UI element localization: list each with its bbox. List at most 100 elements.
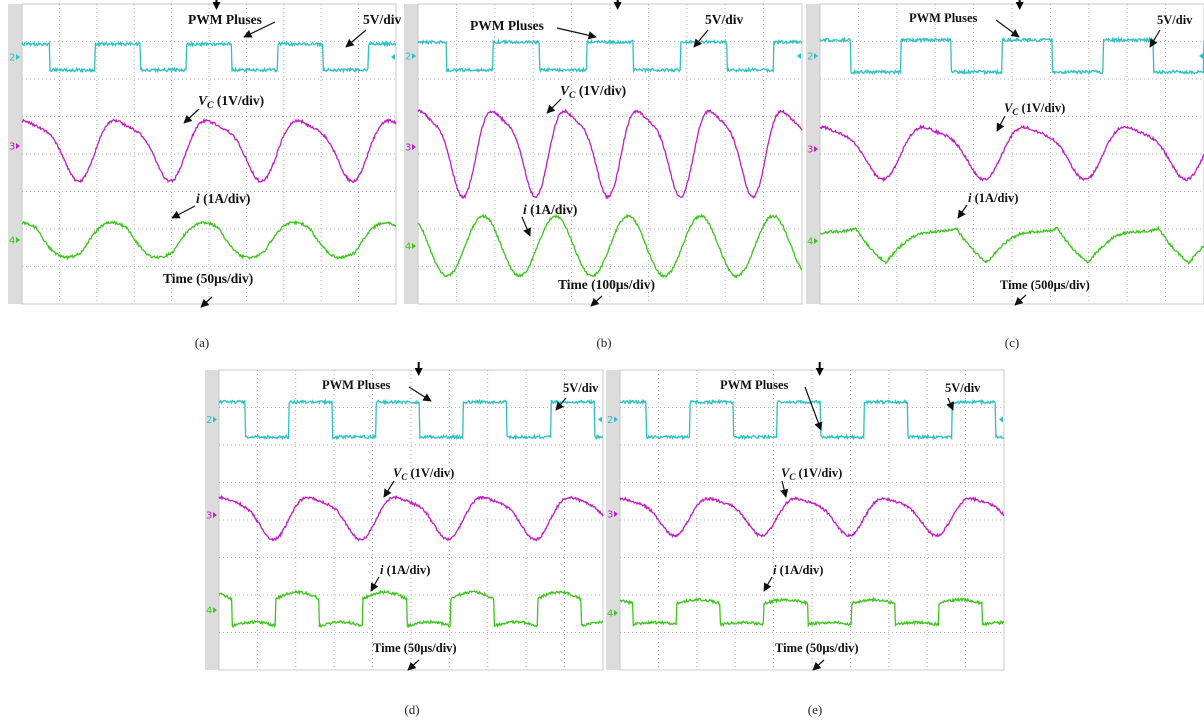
current-scale: (1A/div) (527, 202, 578, 217)
current-trace (417, 213, 803, 279)
scope-bezel (205, 370, 219, 670)
channel-marker-4: 4 (405, 242, 416, 253)
channel-number: 4 (405, 242, 411, 253)
pwm-label: PWM Pluses (188, 12, 262, 27)
channel-marker-2: 2 (807, 52, 818, 63)
vc-arrow (383, 480, 395, 498)
vc-label: VC (1V/div) (393, 466, 454, 482)
pwm-arrow (408, 386, 432, 402)
channel-marker-3: 3 (9, 142, 20, 153)
vc-variable: V (198, 93, 208, 108)
pwm-trace (21, 40, 397, 74)
current-variable: i (196, 191, 200, 206)
channel-marker-4: 4 (807, 237, 818, 248)
channel-marker-2: 2 (405, 52, 416, 63)
current-label: i (1A/div) (773, 563, 823, 577)
channel-number: 3 (807, 145, 813, 156)
current-label: i (1A/div) (968, 191, 1018, 205)
time-arrow (590, 295, 603, 307)
channel-marker-3: 3 (206, 511, 217, 522)
pwm-scale-arrow (345, 29, 367, 48)
scope-grid (418, 4, 802, 304)
vc-variable: V (393, 466, 403, 480)
scope-grid (820, 4, 1204, 304)
pwm-scale-arrow (555, 397, 567, 411)
vc-trace (21, 117, 397, 184)
vc-scale: (1V/div) (795, 466, 842, 480)
scope-bezel (606, 370, 620, 670)
pwm-arrow (995, 19, 1020, 38)
current-trace (819, 225, 1204, 265)
pwm-scale-label: 5V/div (363, 12, 402, 27)
channel-marker-2: 2 (9, 53, 20, 64)
channel-arrow-icon (16, 54, 20, 60)
vc-scale: (1V/div) (214, 93, 265, 108)
vc-scale: (1V/div) (407, 466, 454, 480)
channel-number: 2 (206, 415, 212, 426)
current-arrow (763, 576, 773, 592)
vc-variable: V (781, 466, 791, 480)
channel-number: 3 (405, 143, 411, 154)
channel-arrow-icon (412, 53, 416, 59)
vc-arrow (546, 98, 562, 114)
vc-arrow (780, 480, 789, 498)
pwm-label: PWM Pluses (909, 11, 978, 25)
vc-scale: (1V/div) (1018, 101, 1065, 115)
vc-trace (417, 108, 803, 200)
pwm-arrow (243, 21, 276, 38)
channel-arrow-icon (213, 416, 217, 423)
channel-marker-2: 2 (607, 415, 618, 426)
panel-caption: (b) (596, 335, 611, 350)
panel-caption: (c) (1005, 335, 1019, 350)
channel-arrow-icon (614, 416, 618, 423)
vc-subscript: C (789, 472, 796, 482)
current-arrow (370, 576, 380, 592)
current-variable: i (523, 202, 527, 217)
channel-arrow-icon (16, 237, 20, 243)
offset-marker-icon (598, 416, 602, 423)
scope-screen (21, 3, 397, 305)
current-trace (218, 589, 604, 629)
vc-subscript: C (1012, 107, 1019, 117)
trigger-arrow-icon (1015, 0, 1024, 10)
pwm-scale-label: 5V/div (705, 12, 744, 27)
vc-label: VC (1V/div) (198, 93, 264, 111)
current-variable: i (773, 563, 777, 577)
current-arrow (171, 205, 196, 219)
pwm-label: PWM Pluses (322, 378, 391, 392)
current-scale: (1A/div) (383, 563, 430, 577)
current-trace (619, 596, 1005, 628)
channel-marker-4: 4 (607, 609, 618, 620)
time-scale-label: Time (100μs/div) (558, 277, 655, 292)
vc-arrow (183, 108, 200, 124)
scope-grid (219, 370, 603, 670)
channel-number: 4 (206, 606, 212, 617)
current-variable: i (968, 191, 972, 205)
scope-panel-d: 2 3 4 PWM Pluses 5V/div VC (1V/div) i (1A/div)… (205, 362, 604, 717)
channel-number: 4 (807, 237, 813, 248)
channel-marker-4: 4 (206, 606, 217, 617)
scope-bezel (8, 4, 22, 304)
offset-marker-icon (999, 416, 1003, 423)
pwm-scale-arrow (1149, 29, 1161, 48)
pwm-trace (218, 398, 604, 441)
trigger-arrow-icon (212, 0, 221, 10)
trigger-arrow-icon (613, 0, 622, 10)
scope-panel-c: 2 3 4 PWM Pluses 5V/div VC (1V/div) i (1A/div)… (806, 0, 1204, 350)
pwm-scale-label: 5V/div (1157, 13, 1193, 27)
vc-trace (619, 495, 1005, 538)
pwm-label: PWM Pluses (470, 18, 544, 33)
channel-marker-3: 3 (807, 145, 818, 156)
panel-caption: (e) (808, 702, 822, 717)
vc-subscript: C (207, 100, 214, 111)
channel-number: 3 (607, 510, 613, 521)
vc-subscript: C (401, 472, 408, 482)
channel-arrow-icon (814, 53, 818, 59)
channel-number: 3 (9, 142, 15, 153)
vc-label: VC (1V/div) (1004, 101, 1065, 117)
time-scale-label: Time (500μs/div) (1000, 278, 1090, 292)
offset-marker-icon (1199, 53, 1203, 59)
channel-arrow-icon (614, 511, 618, 517)
channel-marker-2: 2 (206, 415, 217, 426)
channel-number: 4 (9, 236, 15, 247)
